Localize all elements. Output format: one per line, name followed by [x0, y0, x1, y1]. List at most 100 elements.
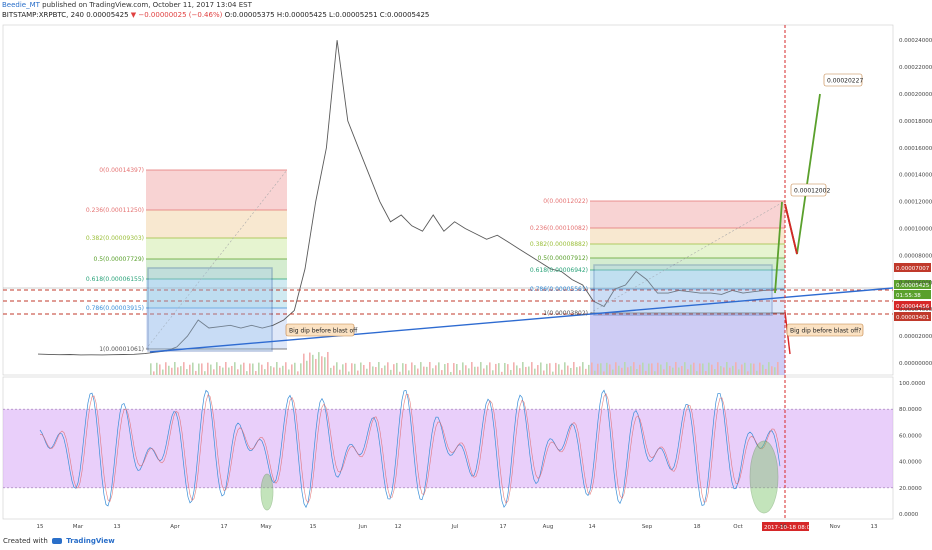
- volume-bar: [609, 364, 611, 375]
- author-link[interactable]: Beedie_MT: [2, 1, 40, 9]
- price-chart[interactable]: 0.00024000 0.00022000 0.00020000 0.00018000…: [0, 22, 932, 535]
- volume-bar: [597, 363, 599, 375]
- volume-bar: [177, 367, 179, 375]
- volume-bar: [570, 367, 572, 375]
- fib-right-label: 0.786(0.00005561): [530, 286, 588, 293]
- volume-bar: [471, 362, 473, 375]
- note-right-box: [786, 323, 864, 337]
- fib-right-label: 0.382(0.00008882): [530, 241, 588, 248]
- volume-bar: [711, 364, 713, 375]
- date-flag-bg: [762, 522, 809, 531]
- volume-bar: [714, 369, 716, 375]
- stoch-axis-tick: 100.0000: [899, 381, 926, 387]
- volume-bar: [612, 369, 614, 375]
- volume-bar: [315, 358, 317, 375]
- stoch-axis-tick: 20.0000: [899, 486, 922, 492]
- fib-left-label: 0.5(0.00007729): [94, 256, 145, 263]
- note-target-2-box: [823, 73, 863, 87]
- date-axis-tick: 12: [395, 524, 402, 530]
- symbol-label: BITSTAMP:XRPBTC, 240: [2, 11, 84, 19]
- price-axis-tick: 0.00012000: [899, 200, 932, 206]
- volume-bar: [222, 367, 224, 375]
- volume-bar: [543, 370, 545, 375]
- fib-left-label: 0.236(0.00011250): [86, 207, 144, 214]
- fib-left-zone: [146, 259, 287, 279]
- volume-bar: [768, 362, 770, 375]
- volume-bar: [180, 366, 182, 375]
- volume-bar: [582, 362, 584, 375]
- volume-bar: [561, 369, 563, 375]
- volume-bar: [393, 364, 395, 375]
- volume-bar: [207, 362, 209, 375]
- volume-bar: [150, 363, 152, 375]
- volume-bar: [657, 362, 659, 375]
- volume-bar: [399, 371, 401, 375]
- volume-bar: [651, 363, 653, 375]
- volume-bar: [555, 362, 557, 375]
- volume-bar: [372, 366, 374, 375]
- price-axis-tick: 0.00018000: [899, 119, 932, 125]
- volume-bar: [390, 369, 392, 375]
- volume-bar: [375, 367, 377, 375]
- volume-bar: [291, 364, 293, 375]
- volume-bar: [216, 362, 218, 375]
- volume-bar: [678, 367, 680, 375]
- price-tag-bg: [894, 312, 931, 321]
- fib-right-label: 1(0.00003802): [543, 310, 588, 317]
- date-axis-tick: Jun: [358, 524, 368, 530]
- volume-bar: [552, 371, 554, 375]
- volume-bar: [504, 362, 506, 375]
- date-axis-tick: 14: [589, 524, 596, 530]
- price-axis-tick: 0.00000000: [899, 361, 932, 367]
- volume-bar: [594, 370, 596, 375]
- volume-bar: [603, 371, 605, 375]
- date-axis-tick: 17: [221, 524, 228, 530]
- fib-left-zone: [146, 210, 287, 238]
- price-tag-bg: [894, 301, 931, 310]
- volume-bar: [438, 362, 440, 375]
- volume-bar: [519, 368, 521, 375]
- volume-bar: [237, 369, 239, 375]
- volume-bar: [273, 367, 275, 375]
- volume-bar: [639, 364, 641, 375]
- volume-bar: [498, 363, 500, 375]
- date-axis-tick: Apr: [170, 524, 180, 530]
- price-tag-bg: [894, 290, 931, 299]
- volume-bar: [369, 362, 371, 375]
- note-target-1: 0.00012002: [794, 188, 830, 195]
- volume-bar: [642, 362, 644, 375]
- stoch-axis-tick: 0.0000: [899, 512, 919, 518]
- volume-bar: [627, 367, 629, 375]
- volume-bar: [255, 370, 257, 375]
- volume-bar: [183, 362, 185, 375]
- range-box-right: [593, 264, 773, 316]
- fib-right-diagonal: [589, 200, 786, 314]
- published-text: published on TradingView.com, October 11…: [42, 1, 252, 9]
- tradingview-brand[interactable]: TradingView: [66, 537, 115, 545]
- volume-bar: [489, 362, 491, 375]
- volume-bar: [567, 365, 569, 375]
- volume-bar: [486, 365, 488, 375]
- volume-bar: [774, 367, 776, 375]
- volume-bar: [666, 362, 668, 375]
- volume-bar: [573, 362, 575, 375]
- volume-bar: [588, 364, 590, 375]
- volume-bar: [396, 362, 398, 375]
- price-axis-tick: 0.00004000: [899, 307, 932, 313]
- volume-bar: [330, 367, 332, 375]
- volume-bar: [240, 364, 242, 375]
- volume-bar: [750, 363, 752, 375]
- volume-bar: [771, 366, 773, 375]
- volume-bar: [282, 365, 284, 375]
- fib-right-zone: [590, 201, 785, 228]
- volume-bar: [510, 369, 512, 375]
- volume-bar: [456, 364, 458, 375]
- date-axis-tick: Mar: [73, 524, 84, 530]
- fib-right-label: 0.5(0.00007912): [538, 255, 589, 262]
- volume-bar: [333, 365, 335, 375]
- volume-bar: [189, 364, 191, 375]
- fib-right-label: 0.236(0.00010082): [530, 225, 588, 232]
- volume-bar: [405, 363, 407, 375]
- volume-bar: [294, 362, 296, 375]
- green-arrow-up: [774, 201, 783, 294]
